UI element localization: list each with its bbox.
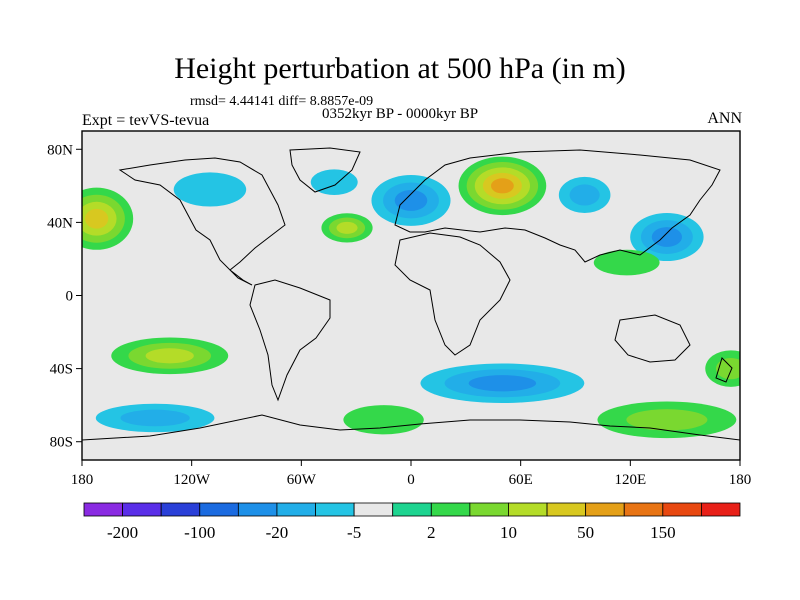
field-southeast-indian-high-2 <box>626 409 708 431</box>
colorbar-label: 50 <box>577 523 594 542</box>
colorbar-swatch <box>508 502 548 517</box>
colorbar-swatch <box>662 502 702 517</box>
colorbar-swatch <box>353 502 394 517</box>
field-new-zealand-high-2 <box>715 357 740 380</box>
field-europe-low-4 <box>394 189 428 211</box>
coastline-greenland <box>289 147 361 193</box>
plot-title: Height perturbation at 500 hPa (in m) <box>174 52 626 85</box>
lon-tick-label: 120E <box>614 472 646 488</box>
colorbar-label: 10 <box>500 523 517 542</box>
colorbar-swatch <box>83 502 123 517</box>
colorbar-label: -100 <box>184 523 215 542</box>
lat-tick-label: 0 <box>66 289 74 305</box>
colorbar-swatch <box>585 502 625 517</box>
field-antarctic-high-1 <box>343 405 424 435</box>
rmsd-diff-stats: rmsd= 4.44141 diff= 8.8857e-09 <box>190 94 374 109</box>
lon-tick-label: 60W <box>287 472 317 488</box>
lat-tick-label: 40S <box>50 362 73 378</box>
colorbar-swatch <box>199 502 239 517</box>
colorbar-label: -20 <box>266 523 289 542</box>
field-north-america-low-2 <box>173 172 247 207</box>
coastlines <box>82 147 740 441</box>
field-south-pacific-high-3 <box>145 348 194 364</box>
coastline-antarctica <box>82 414 740 441</box>
lon-tick-label: 180 <box>729 472 752 488</box>
lon-tick-label: 120W <box>173 472 211 488</box>
colorbar-label: 2 <box>427 523 436 542</box>
field-atlantic-high-3 <box>336 221 358 234</box>
latitude-axis: 80N 40N 0 40S 80S <box>47 142 82 451</box>
field-siberia-high-5 <box>491 178 514 194</box>
coastline-new-zealand <box>715 357 733 383</box>
lat-tick-label: 80S <box>50 435 73 451</box>
field-south-indian-low-4 <box>468 375 537 392</box>
colorbar-swatch <box>469 502 509 517</box>
colorbar-swatch <box>122 502 162 517</box>
colorbar-swatch <box>701 502 741 517</box>
season-label: ANN <box>707 110 742 127</box>
field-southern-ocean-low-3 <box>120 409 190 427</box>
colorbar-label: -5 <box>347 523 361 542</box>
time-period-label: 0352kyr BP - 0000kyr BP <box>322 106 479 122</box>
field-nw-pacific-low-4 <box>651 227 683 247</box>
colorbar-swatch <box>430 502 471 517</box>
colorbar-swatch <box>315 502 355 517</box>
field-east-asia-high-1 <box>593 249 660 276</box>
colorbar-swatch <box>276 502 316 517</box>
colorbar-labels: -200 -100 -20 -5 2 10 50 150 <box>107 523 676 542</box>
experiment-label: Expt = tevVS-tevua <box>82 112 210 129</box>
colorbar-swatch <box>623 502 664 517</box>
longitude-axis: 180 120W 60W 0 60E 120E 180 <box>71 460 752 488</box>
lon-tick-label: 0 <box>407 472 415 488</box>
colorbar-swatch <box>546 502 587 517</box>
lon-tick-label: 60E <box>509 472 533 488</box>
lon-tick-label: 180 <box>71 472 94 488</box>
coastline-africa <box>394 232 511 356</box>
coastline-eurasia <box>394 149 721 263</box>
coastline-australia <box>614 314 691 363</box>
field-central-asia-low-3 <box>569 184 600 206</box>
colorbar-label: -200 <box>107 523 138 542</box>
colorbar-swatch <box>160 502 201 517</box>
field-pacific-north-high-4 <box>84 208 109 229</box>
contour-fields <box>82 156 740 439</box>
colorbar-swatch <box>392 502 432 517</box>
coastline-north-america <box>118 157 286 286</box>
colorbar-swatch <box>237 502 278 517</box>
colorbar <box>83 502 741 517</box>
lat-tick-label: 80N <box>47 142 73 158</box>
coastline-south-america <box>249 279 331 402</box>
lat-tick-label: 40N <box>47 215 73 231</box>
colorbar-label: 150 <box>650 523 676 542</box>
